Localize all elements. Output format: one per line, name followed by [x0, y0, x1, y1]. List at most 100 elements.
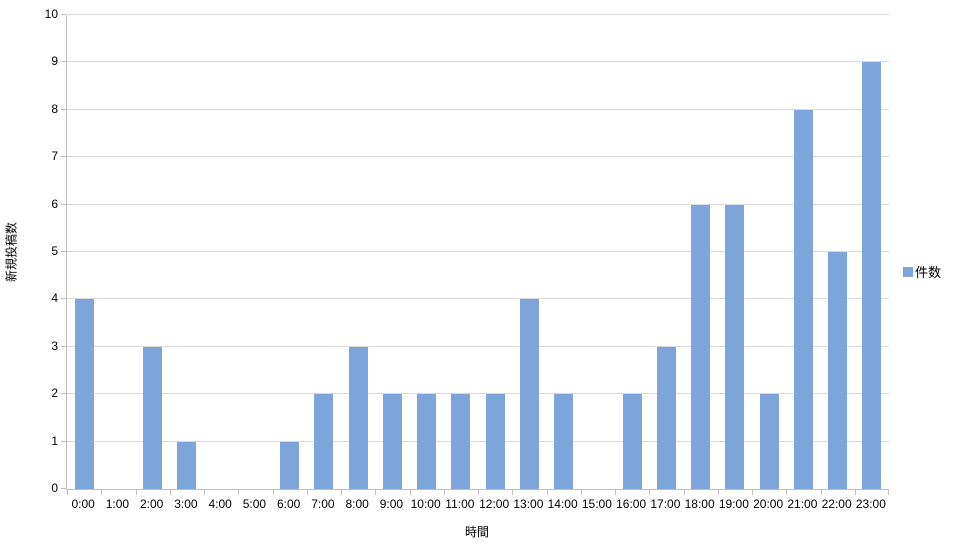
x-axis-tick	[718, 490, 719, 495]
x-axis-tick-label: 22:00	[821, 497, 852, 511]
x-axis-tick-label: 23:00	[855, 497, 886, 511]
x-axis-tick-label: 13:00	[513, 497, 544, 511]
y-axis-tick	[61, 251, 66, 252]
x-axis-tick-label: 18:00	[684, 497, 715, 511]
x-axis-tick-label: 7:00	[311, 497, 335, 511]
bar-21:00	[793, 109, 813, 489]
y-axis-tick-label: 10	[44, 7, 58, 21]
y-axis-tick	[61, 203, 66, 205]
y-axis-tick-label: 8	[51, 101, 58, 116]
y-axis-tick	[61, 298, 66, 300]
plot-area	[61, 14, 889, 495]
x-axis-tick-label: 12:00	[479, 497, 510, 511]
bar-6:00	[280, 441, 300, 489]
y-axis-tick	[61, 108, 66, 110]
bar-16:00	[622, 394, 642, 489]
bar-14:00	[554, 394, 574, 489]
bar-12:00	[485, 394, 505, 489]
y-axis-tick-label: 6	[51, 196, 58, 211]
x-axis-tick-label: 17:00	[650, 497, 681, 511]
bar-22:00	[828, 252, 848, 489]
x-axis-tick-label: 14:00	[547, 497, 578, 511]
bar-13:00	[519, 299, 539, 489]
x-axis-tick-label: 4:00	[208, 497, 232, 511]
gridline	[67, 108, 889, 110]
bar-2:00	[143, 346, 163, 489]
y-axis-tick	[61, 156, 66, 158]
bar-7:00	[314, 394, 334, 489]
gridline	[67, 345, 889, 347]
x-axis-tick-label: 0:00	[71, 497, 95, 511]
x-axis-tick	[341, 490, 342, 495]
x-axis-tick	[375, 490, 376, 495]
bar-17:00	[656, 346, 676, 489]
x-axis-tick-label: 21:00	[787, 497, 818, 511]
bar-18:00	[691, 204, 711, 489]
x-axis-tick-label: 3:00	[174, 497, 198, 511]
x-axis-tick-label: 19:00	[718, 497, 749, 511]
x-axis-tick	[204, 490, 205, 495]
bar-9:00	[382, 394, 402, 489]
x-axis-tick	[170, 490, 171, 495]
gridline	[67, 14, 889, 15]
gridline	[67, 440, 889, 442]
y-axis-tick	[61, 345, 66, 347]
y-axis-title: 新規投稿数	[4, 221, 19, 283]
bar-0:00	[74, 299, 94, 489]
gridline	[67, 61, 889, 63]
gridline	[67, 298, 889, 300]
y-axis-tick-label: 0	[51, 481, 58, 495]
x-axis-tick-label: 8:00	[345, 497, 369, 511]
x-axis-tick	[684, 490, 685, 495]
y-axis-tick	[61, 61, 66, 63]
legend: 件数	[903, 262, 941, 281]
y-axis-tick-label: 9	[51, 54, 58, 69]
gridline	[67, 393, 889, 395]
x-axis-tick	[512, 490, 513, 495]
x-axis-tick-label: 16:00	[616, 497, 647, 511]
x-axis-tick	[581, 490, 582, 495]
y-axis-tick	[61, 440, 66, 442]
x-axis-tick-label: 9:00	[379, 497, 404, 511]
bar-8:00	[348, 346, 368, 489]
x-axis-tick-label: 5:00	[242, 497, 267, 511]
x-axis-tick-label: 6:00	[276, 497, 301, 511]
bar-23:00	[862, 62, 882, 489]
y-axis-tick	[61, 14, 66, 15]
bar-20:00	[759, 394, 779, 489]
y-axis-tick-label: 1	[51, 433, 58, 448]
x-axis-tick	[547, 490, 548, 495]
y-axis-tick	[61, 393, 66, 395]
gridline	[67, 251, 889, 252]
x-axis-tick	[67, 490, 68, 495]
gridline	[67, 156, 889, 158]
x-axis-tick	[649, 490, 650, 495]
x-axis-title: 時間	[464, 525, 489, 539]
x-axis-tick	[478, 490, 479, 495]
x-axis-tick	[410, 490, 411, 495]
gridline	[67, 203, 889, 205]
x-axis-tick-label: 1:00	[105, 497, 130, 511]
y-axis-tick-label: 3	[51, 338, 58, 353]
bar-10:00	[417, 394, 437, 489]
legend-label: 件数	[915, 265, 942, 280]
bar-19:00	[725, 204, 745, 489]
x-axis-tick	[752, 490, 753, 495]
x-axis-tick-label: 20:00	[753, 497, 784, 511]
x-axis-tick	[888, 490, 889, 495]
bar-3:00	[177, 441, 197, 489]
y-axis-tick-label: 2	[51, 386, 58, 401]
legend-swatch-icon	[903, 266, 913, 277]
x-axis-tick	[821, 490, 822, 495]
x-axis-tick	[101, 490, 102, 495]
x-axis-tick	[307, 490, 308, 495]
y-axis-tick-label: 4	[51, 291, 58, 306]
x-axis-tick	[273, 490, 274, 495]
x-axis-tick-label: 11:00	[445, 497, 475, 511]
x-axis-tick-label: 10:00	[410, 497, 441, 511]
x-axis-tick	[444, 490, 445, 495]
x-axis-tick-label: 15:00	[581, 497, 612, 511]
x-axis-tick	[786, 490, 787, 495]
x-axis-tick	[615, 490, 616, 495]
